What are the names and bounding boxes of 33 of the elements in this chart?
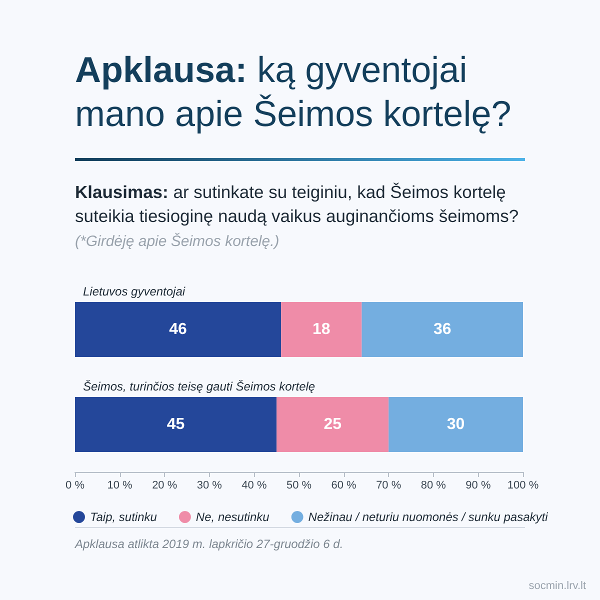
legend-label: Taip, sutinku — [90, 510, 158, 524]
bar — [75, 302, 282, 357]
chart-title: Apklausa: ką gyventojai mano apie Šeimos kortelę? — [75, 48, 512, 136]
x-tick-label: 70 % — [376, 480, 402, 492]
x-tick-label: 40 % — [242, 480, 267, 492]
bar — [75, 397, 277, 452]
data-label: 25 — [324, 416, 342, 433]
x-tick-label: 100 % — [507, 480, 539, 492]
data-label: 45 — [166, 416, 185, 433]
bar — [362, 302, 523, 357]
chart-subtitle: Klausimas: ar sutinkate su teiginiu, kad Šeimos kortelę suteikia tiesioginę naudą vaikus auginančioms šeimoms? — [75, 181, 520, 228]
x-tick-label: 30 % — [196, 480, 222, 492]
legend-label: Nežinau / neturiu nuomonės / sunku pasakyti — [308, 510, 548, 524]
text: socmin.lrv.lt — [528, 580, 586, 592]
data-label: 36 — [433, 321, 452, 338]
x-tick-label: 20 % — [152, 480, 178, 492]
data-label: 46 — [169, 321, 188, 338]
data-label: 18 — [312, 321, 330, 338]
legend-label: Ne, nesutinku — [196, 510, 270, 524]
bar — [281, 302, 362, 357]
bar — [388, 397, 523, 452]
x-tick-label: 80 % — [420, 480, 446, 492]
x-tick-label: 0 % — [66, 480, 85, 492]
x-tick-label: 90 % — [466, 480, 491, 492]
text: Apklausa atlikta 2019 m. lapkričio 27-gruodžio 6 d. — [75, 537, 344, 551]
y-tick-label: Šeimos, turinčios teisę gauti Šeimos kortelę — [83, 380, 316, 394]
data-label: 30 — [446, 416, 465, 433]
x-tick-label: 60 % — [331, 480, 357, 492]
x-tick-label: 50 % — [286, 480, 312, 492]
y-tick-label: Lietuvos gyventojai — [83, 284, 186, 298]
bar — [276, 397, 389, 452]
x-tick-label: 10 % — [107, 480, 133, 492]
annotation: (*Girdėję apie Šeimos kortelę.) — [75, 233, 280, 250]
